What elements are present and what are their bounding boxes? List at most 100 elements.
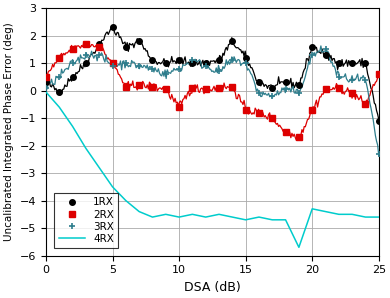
1RX (97, 42, 101, 46)
3RX (110, 64, 115, 68)
3RX (323, 48, 328, 51)
3RX (217, 70, 222, 73)
1RX (363, 61, 368, 65)
1RX (137, 39, 142, 43)
3RX (150, 67, 155, 70)
2RX (257, 111, 261, 114)
1RX (376, 119, 381, 123)
3RX (283, 88, 288, 91)
4RX (363, 215, 368, 219)
1RX (110, 26, 115, 29)
4RX (137, 210, 142, 213)
4RX (230, 215, 235, 219)
Legend: 1RX, 2RX, 3RX, 4RX: 1RX, 2RX, 3RX, 4RX (55, 193, 118, 248)
3RX (124, 61, 128, 65)
3RX (363, 78, 368, 81)
2RX (163, 88, 168, 91)
4RX (190, 212, 195, 216)
4RX (83, 147, 88, 150)
3RX (296, 91, 301, 95)
1RX (257, 80, 261, 84)
2RX (57, 56, 62, 59)
4RX (217, 212, 222, 216)
3RX (310, 53, 315, 57)
1RX (310, 45, 315, 49)
3RX (350, 78, 355, 81)
2RX (110, 61, 115, 65)
3RX (337, 75, 341, 79)
1RX (296, 83, 301, 87)
Line: 3RX: 3RX (43, 46, 382, 157)
2RX (323, 88, 328, 91)
3RX (163, 72, 168, 76)
2RX (83, 42, 88, 46)
2RX (350, 91, 355, 95)
1RX (177, 59, 181, 62)
4RX (150, 215, 155, 219)
2RX (137, 83, 142, 87)
3RX (97, 53, 101, 57)
2RX (217, 86, 222, 90)
1RX (243, 56, 248, 59)
1RX (203, 61, 208, 65)
2RX (70, 48, 75, 51)
1RX (270, 86, 275, 90)
3RX (270, 94, 275, 98)
4RX (163, 212, 168, 216)
1RX (230, 39, 235, 43)
4RX (350, 212, 355, 216)
2RX (270, 116, 275, 120)
4RX (57, 105, 62, 109)
3RX (203, 64, 208, 68)
4RX (97, 166, 101, 169)
3RX (177, 67, 181, 70)
1RX (44, 80, 48, 84)
4RX (44, 90, 48, 94)
3RX (57, 75, 62, 79)
3RX (70, 61, 75, 65)
1RX (217, 59, 222, 62)
4RX (70, 125, 75, 128)
2RX (150, 85, 155, 88)
Line: 4RX: 4RX (46, 92, 379, 247)
1RX (337, 61, 341, 65)
1RX (124, 45, 128, 49)
2RX (230, 85, 235, 88)
2RX (177, 105, 181, 109)
3RX (137, 64, 142, 68)
4RX (270, 218, 275, 222)
2RX (296, 136, 301, 139)
4RX (124, 199, 128, 202)
4RX (110, 185, 115, 189)
2RX (337, 86, 341, 90)
3RX (257, 91, 261, 95)
1RX (57, 90, 62, 94)
4RX (203, 215, 208, 219)
2RX (310, 108, 315, 112)
2RX (124, 85, 128, 88)
3RX (243, 61, 248, 65)
4RX (376, 215, 381, 219)
1RX (350, 61, 355, 65)
1RX (150, 59, 155, 62)
1RX (163, 61, 168, 65)
2RX (376, 72, 381, 76)
2RX (203, 88, 208, 91)
3RX (376, 152, 381, 156)
4RX (283, 218, 288, 222)
1RX (190, 61, 195, 65)
X-axis label: DSA (dB): DSA (dB) (184, 281, 241, 294)
4RX (323, 210, 328, 213)
1RX (323, 53, 328, 57)
4RX (257, 215, 261, 219)
Line: 2RX: 2RX (43, 41, 381, 140)
4RX (337, 212, 341, 216)
2RX (97, 45, 101, 49)
2RX (44, 75, 48, 79)
Y-axis label: Uncalibrated Integrated Phase Error (deg): Uncalibrated Integrated Phase Error (deg… (4, 22, 14, 241)
Line: 1RX: 1RX (43, 25, 381, 124)
2RX (190, 86, 195, 90)
2RX (243, 108, 248, 112)
3RX (230, 59, 235, 62)
3RX (44, 86, 48, 90)
